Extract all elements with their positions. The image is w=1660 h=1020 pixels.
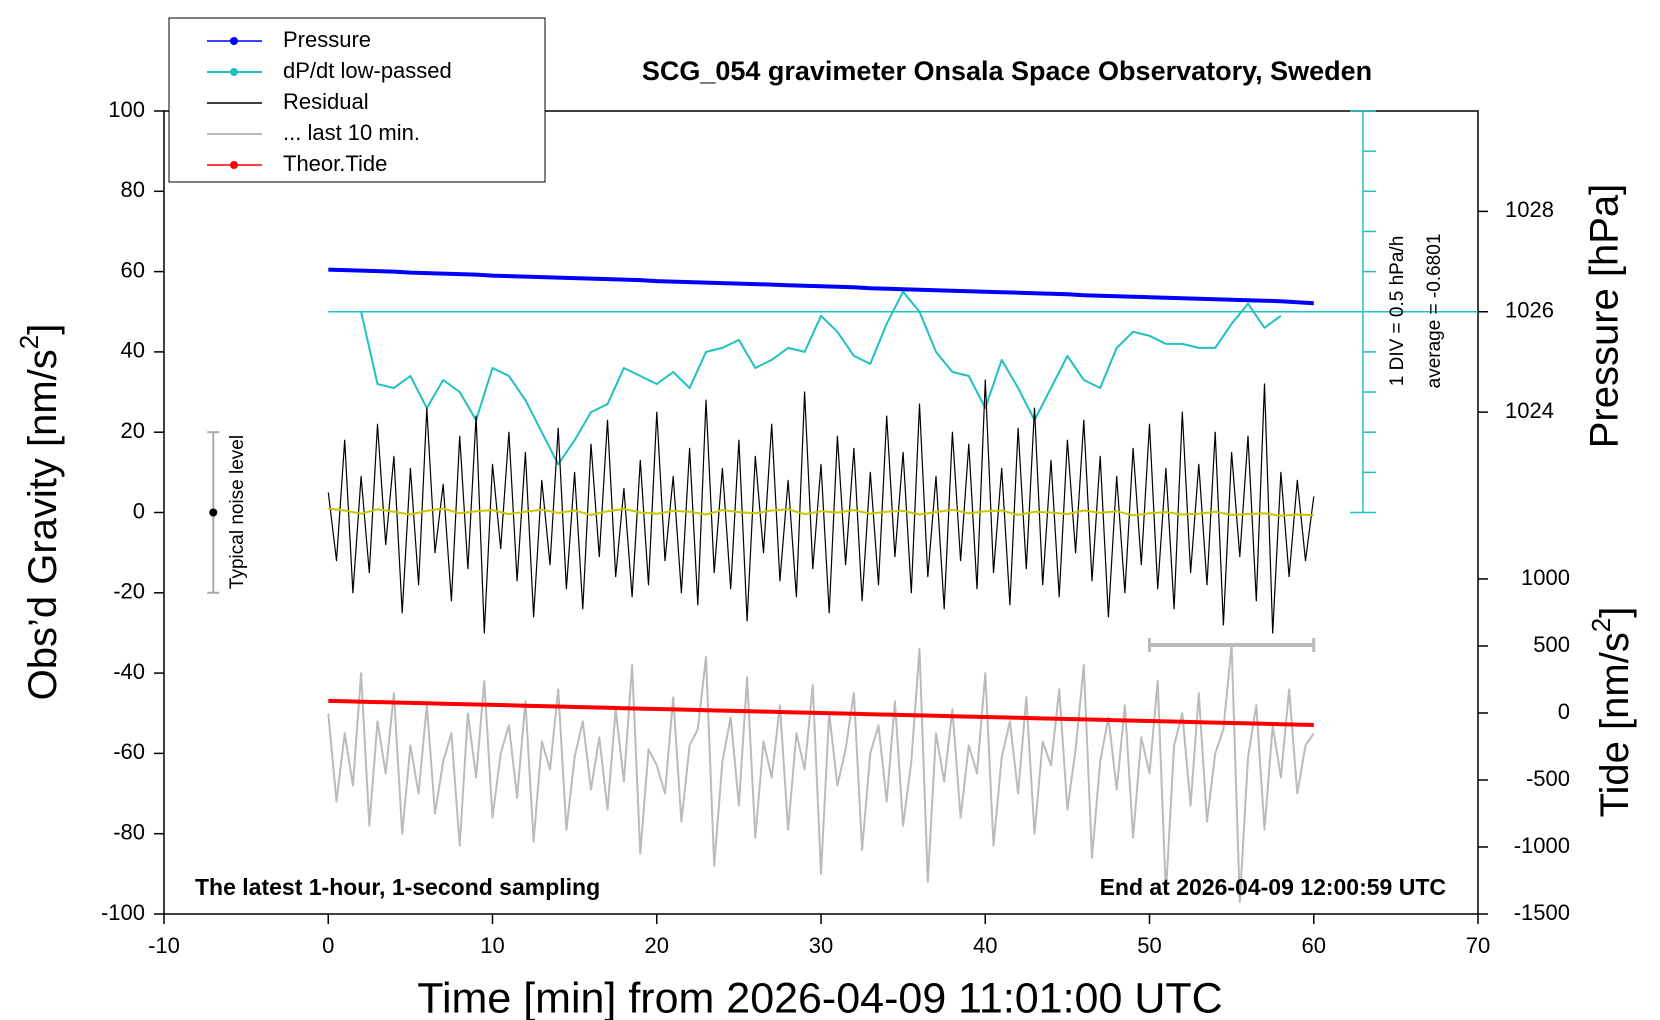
- y-tick-label: 0: [133, 498, 145, 523]
- series-line: [360, 290, 1282, 466]
- series-line: [327, 644, 1315, 903]
- x-tick-label: 50: [1137, 933, 1161, 958]
- y3-tick-label: 500: [1533, 632, 1570, 657]
- y-tick-label: -60: [113, 739, 145, 764]
- legend-box: [168, 17, 546, 183]
- y-tick-label: 80: [121, 177, 145, 202]
- noise-center: [209, 508, 218, 517]
- x-tick-label: -10: [148, 933, 180, 958]
- legend-marker: [230, 37, 238, 45]
- dpdt-scale-label: 1 DIV = 0.5 hPa/h: [1387, 236, 1408, 387]
- y-tick-label: 20: [121, 418, 145, 443]
- y-tick-label: 60: [121, 257, 145, 282]
- y-tick-label: -20: [113, 579, 145, 604]
- y-tick-label: -40: [113, 659, 145, 684]
- y3-tick-label: -500: [1526, 766, 1570, 791]
- plot-area: [207, 110, 1478, 903]
- y3-axis-label-part: Tide [nm/s: [1593, 632, 1637, 817]
- dpdt-average-label: average = -0.6801: [1424, 234, 1445, 389]
- legend-label: Residual: [283, 89, 369, 114]
- x-tick-label: 40: [973, 933, 997, 958]
- y3-axis-label: Tide [nm/s2]: [1586, 607, 1637, 818]
- x-axis-label: Time [min] from 2026-04-09 11:01:00 UTC: [417, 974, 1222, 1020]
- legend-marker: [230, 68, 238, 76]
- y2-tick-label: 1028: [1505, 197, 1554, 222]
- plot-frame: [163, 110, 1479, 915]
- annotation: The latest 1-hour, 1-second sampling: [195, 874, 600, 900]
- series-line: [328, 698, 1314, 727]
- legend-marker: [230, 161, 238, 169]
- y3-tick-label: -1500: [1514, 900, 1570, 925]
- series-line: [327, 379, 1315, 634]
- x-tick-label: 20: [645, 933, 669, 958]
- y3-axis-label-part: ]: [1593, 607, 1637, 618]
- y-tick-label: -100: [101, 900, 145, 925]
- legend: Pressure dP/dt low-passed Residual ... last…: [168, 17, 546, 183]
- x-tick-label: 30: [809, 933, 833, 958]
- annotation: End at 2026-04-09 12:00:59 UTC: [1100, 874, 1446, 900]
- x-tick-label: 10: [480, 933, 504, 958]
- x-tick-label: 60: [1302, 933, 1326, 958]
- y-tick-label: -80: [113, 820, 145, 845]
- y-axis-label: Obs’d Gravity [nm/s2]: [14, 324, 65, 701]
- x-tick-label: 70: [1466, 933, 1490, 958]
- y-axis-label-sup: 2: [14, 335, 44, 349]
- y3-axis-label-sup: 2: [1586, 618, 1616, 632]
- noise-label: Typical noise level: [227, 435, 248, 589]
- legend-label: ... last 10 min.: [283, 120, 420, 145]
- legend-label: Theor.Tide: [283, 151, 387, 176]
- y-axis-label-part: ]: [21, 324, 65, 335]
- x-tick-label: 0: [322, 933, 334, 958]
- y3-tick-label: 1000: [1521, 565, 1570, 590]
- series-line: [328, 507, 1314, 517]
- y3-tick-label: -1000: [1514, 833, 1570, 858]
- legend-label: dP/dt low-passed: [283, 58, 452, 83]
- chart-title: SCG_054 gravimeter Onsala Space Observat…: [642, 56, 1372, 86]
- y2-tick-label: 1024: [1505, 398, 1554, 423]
- legend-label: Pressure: [283, 27, 371, 52]
- y2-axis-label: Pressure [hPa]: [1583, 184, 1627, 449]
- y-tick-label: 100: [108, 97, 145, 122]
- y2-tick-label: 1026: [1505, 298, 1554, 323]
- series-line: [328, 267, 1314, 306]
- y-tick-label: 40: [121, 338, 145, 363]
- y3-tick-label: 0: [1558, 699, 1570, 724]
- y-axis-label-part: Obs’d Gravity [nm/s: [21, 349, 65, 700]
